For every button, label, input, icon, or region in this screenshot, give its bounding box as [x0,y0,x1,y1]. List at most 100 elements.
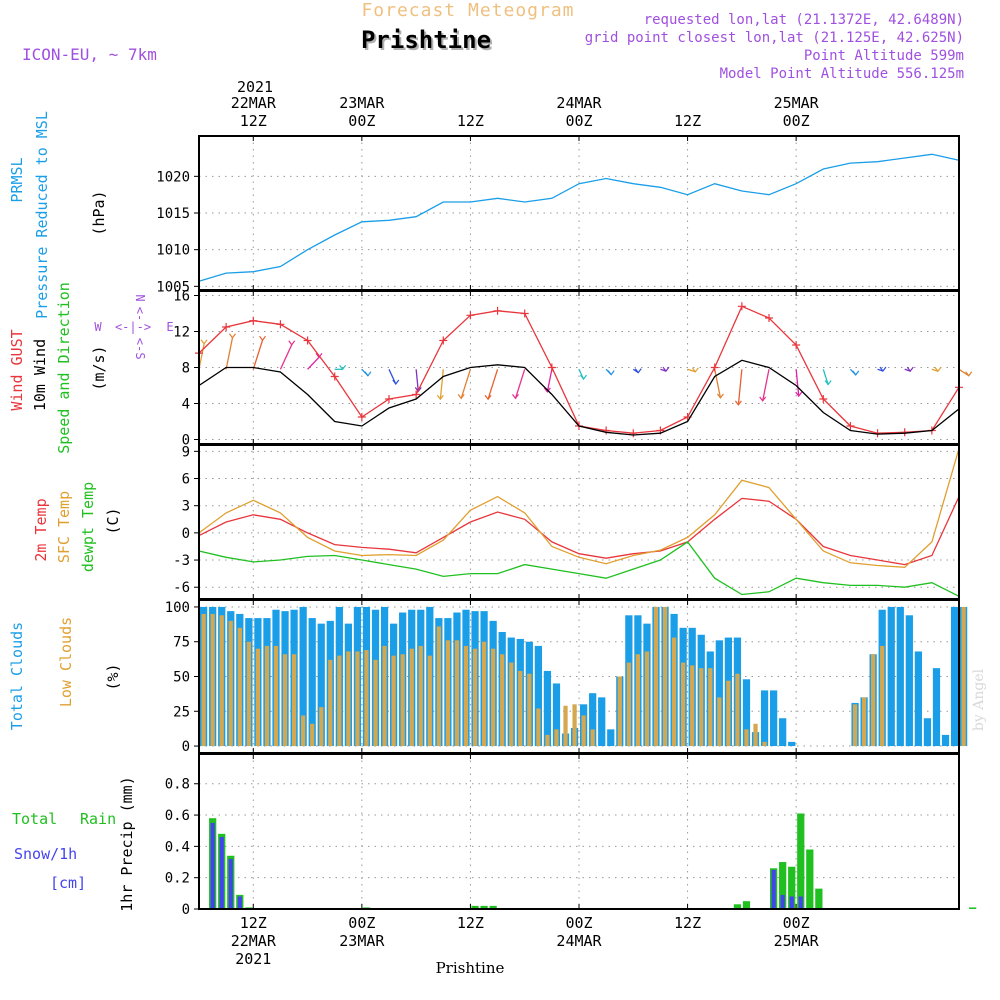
y-tick-label: 9 [182,444,190,460]
total-cloud-bar [950,606,959,747]
cloud-labels: Total Clouds Low Clouds (%) [8,617,122,730]
low-cloud-bar [382,645,387,747]
gust-marker [249,316,258,325]
y-tick-label: 25 [173,704,190,720]
low-cloud-bar [671,637,677,747]
low-cloud-bar [481,641,487,747]
wind-arrow-head [795,391,803,398]
label-1hr-precip: 1hr Precip (mm) [118,776,136,911]
wind-direction-arrow [415,369,419,392]
y-tick-label: 6 [182,472,190,488]
wind-arrow-head [906,366,914,373]
low-cloud-bar [454,640,460,747]
label-cm: [cm] [50,874,86,892]
y-tick-label: 0.4 [165,839,190,855]
compass-n: N [133,294,147,301]
label-total: Total [12,810,57,828]
y-tick-label: 3 [182,499,190,515]
y-tick-label: 0 [182,739,190,755]
low-cloud-bar [626,662,631,747]
station-title-shadowed: Prishtine [361,26,491,54]
wind-arrow-head [543,387,551,393]
clouds-panel: 0 25 50 75 100 [165,599,968,755]
low-cloud-bar [228,620,233,747]
top-time-label: 12Z [240,112,267,130]
low-cloud-bar [255,648,261,747]
info-requested: requested lon,lat (21.1372E, 42.6489N) [644,12,964,28]
low-cloud-bar [346,651,351,747]
bottom-time-label: 22MAR [231,932,277,950]
gust-marker [629,429,638,438]
wind-direction-arrow [225,337,234,370]
low-cloud-bar [753,723,758,747]
total-cloud-bar [317,623,325,747]
wind-arrow-head [759,396,767,402]
total-cloud-bar [914,651,922,747]
low-cloud-bar [708,668,713,747]
info-point-altitude: Point Altitude 599m [804,48,964,64]
low-cloud-bar [219,615,224,747]
rain-bar [733,904,742,909]
snow-bar [771,869,776,909]
low-cloud-bar [880,645,885,747]
low-cloud-bar [364,650,369,747]
wind-panel: 0 4 8 12 16 [173,289,973,449]
top-time-label: 12Z [674,112,701,130]
pressure-labels: PRMSL Pressure Reduced to MSL (hPa) [8,111,108,319]
low-cloud-bar [301,715,306,747]
wind-direction-arrow [931,368,939,372]
label-celsius: (C) [104,507,122,534]
snow-bar [789,896,794,909]
station-title: Prishtine [363,28,493,56]
low-cloud-bar [463,645,469,747]
top-year-label: 2021 [237,78,273,96]
gust-marker [765,314,773,322]
label-low-clouds: Low Clouds [57,617,75,707]
low-cloud-bar [400,654,405,747]
label-10m-wind: 10m Wind [31,339,49,411]
rain-bar [471,905,479,909]
bottom-time-label: 25MAR [774,932,820,950]
wind-direction-arrow [252,340,264,370]
top-time-label: 24MAR [556,94,602,112]
compass-vertical-arrows: <- [133,307,147,321]
total-cloud-bar [589,693,597,747]
low-cloud-bar [563,705,568,747]
low-cloud-bar [681,662,686,747]
low-cloud-bar [500,654,505,747]
rain-bar [480,905,488,909]
low-cloud-bar [273,645,279,747]
top-time-label: 12Z [457,112,484,130]
pressure-line [198,153,960,282]
low-cloud-bar [852,704,858,747]
chart-title-top: Forecast Meteogram [361,0,574,21]
low-cloud-bar [246,641,251,747]
low-cloud-bar [319,707,324,747]
label-rain: Rain [80,810,116,828]
bottom-time-label: 12Z [674,914,701,932]
bottom-time-label: 12Z [240,914,267,932]
gust-marker [222,323,231,331]
wind-arrow-head [288,340,296,346]
total-cloud-bar [941,734,950,747]
temperature-labels: 2m Temp SFC Temp dewpt Temp (C) [32,482,122,572]
top-time-label: 00Z [565,112,592,130]
low-cloud-bar [445,640,451,747]
footer-station: Prishtine [436,959,505,977]
total-cloud-bar [905,615,913,747]
10m-wind-line [198,359,960,436]
low-cloud-bar [617,676,622,747]
rain-bar [788,866,796,909]
gust-marker [547,363,556,372]
low-cloud-bar [436,626,441,747]
wind-direction-arrow [279,344,293,370]
gust-marker [466,311,475,320]
dewpt-temp-line [198,541,960,597]
wind-direction-arrow [687,368,696,373]
y-tick-label: -3 [173,553,190,569]
total-cloud-bar [552,683,561,747]
wind-arrow-head [339,364,347,371]
top-time-label: 22MAR [231,94,277,112]
bottom-time-label: 23MAR [339,932,385,950]
